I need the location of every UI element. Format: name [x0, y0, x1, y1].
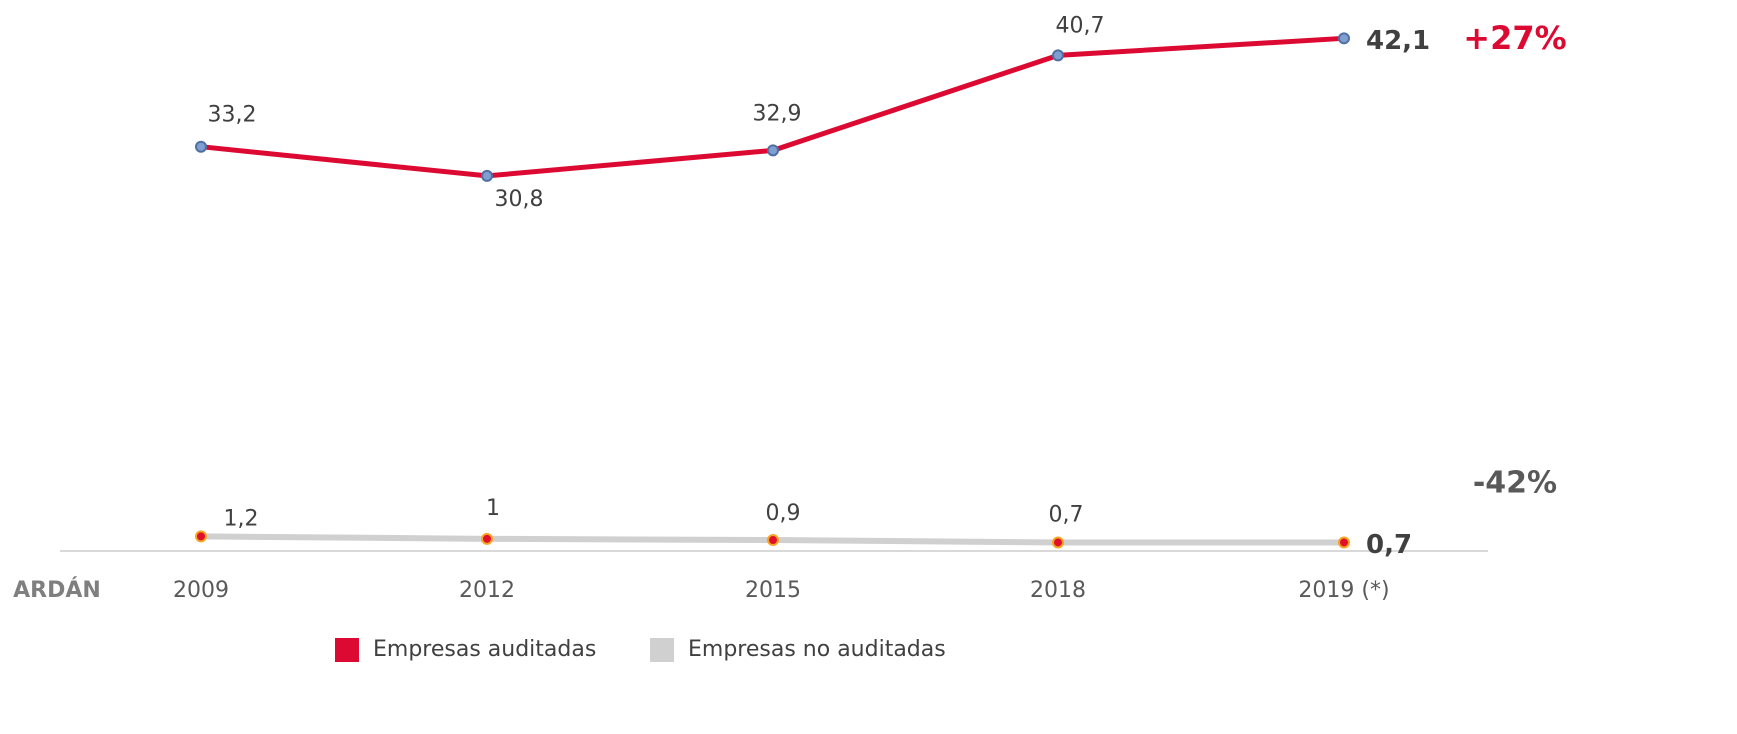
data-label: 1,2: [224, 506, 259, 531]
marker: [195, 140, 207, 153]
annotation: -42%: [1473, 466, 1557, 501]
data-label: 0,7: [1049, 502, 1084, 527]
x-tick-label: 2018: [1030, 578, 1086, 603]
marker: [767, 144, 779, 157]
marker: [195, 530, 207, 543]
data-label: 0,7: [1366, 530, 1412, 560]
marker: [767, 534, 779, 547]
data-label: 1: [486, 496, 500, 521]
data-label: 0,9: [766, 501, 801, 526]
marker: [1052, 49, 1064, 62]
data-label: 33,2: [208, 103, 257, 128]
annotation: ARDÁN: [13, 577, 101, 603]
data-label: 40,7: [1056, 13, 1105, 38]
x-tick-label: 2019 (*): [1298, 578, 1389, 603]
legend-label: Empresas auditadas: [373, 637, 596, 662]
x-tick-label: 2015: [745, 578, 801, 603]
marker: [481, 532, 493, 545]
annotation: +27%: [1463, 19, 1566, 57]
data-label: 32,9: [753, 101, 802, 126]
data-label: 42,1: [1366, 26, 1430, 56]
legend-swatch: [335, 638, 359, 662]
marker: [1338, 32, 1350, 45]
legend-label: Empresas no auditadas: [688, 637, 946, 662]
x-tick-label: 2012: [459, 578, 515, 603]
data-label: 30,8: [495, 187, 544, 212]
legend-swatch: [650, 638, 674, 662]
marker: [481, 169, 493, 182]
marker: [1052, 536, 1064, 549]
x-tick-label: 2009: [173, 578, 229, 603]
marker: [1338, 536, 1350, 549]
